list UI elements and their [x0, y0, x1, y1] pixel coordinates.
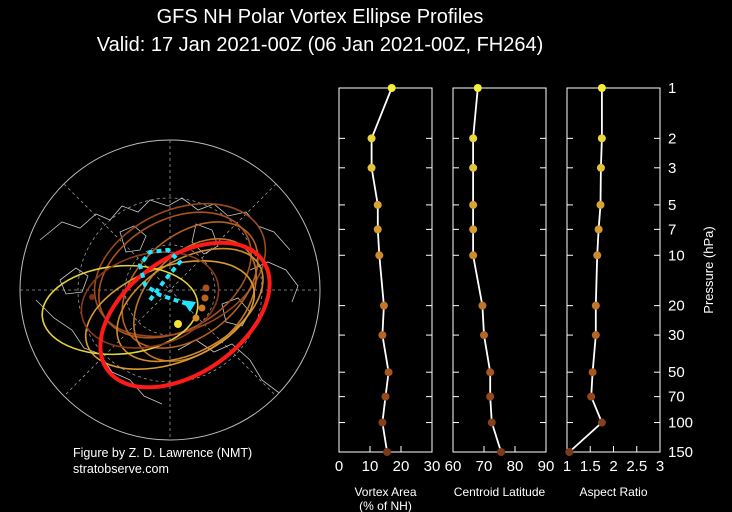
profile-point	[591, 331, 600, 340]
x-tick-label: 1	[563, 458, 571, 475]
profile-point	[593, 251, 602, 260]
x-tick-label: 60	[445, 458, 462, 475]
x-tick-label: 3	[656, 458, 664, 475]
y-tick-label: 30	[668, 327, 685, 344]
credit-website: stratobserve.com	[73, 462, 169, 476]
highlight-ellipse	[98, 240, 272, 390]
y-tick-label: 20	[668, 298, 685, 315]
profile-line	[370, 87, 393, 453]
chart-subtitle: Valid: 17 Jan 2021-00Z (06 Jan 2021-00Z,…	[96, 34, 544, 56]
profile-line	[472, 87, 502, 453]
profile-point	[565, 448, 574, 456]
profile-point	[373, 225, 382, 234]
y-tick-label: 100	[668, 415, 693, 432]
credit-author: Figure by Z. D. Lawrence (NMT)	[73, 446, 253, 460]
x-tick-label: 0	[335, 458, 343, 475]
profile-panels: 0 10 20 30 Vortex Area(% of NH) 60 70 80 90 Centr…	[335, 80, 716, 512]
y-tick-label: 150	[668, 444, 693, 461]
y-tick-label: 10	[668, 247, 685, 264]
profile-point	[497, 448, 506, 456]
profile-point	[367, 134, 376, 143]
profile-point	[378, 331, 387, 340]
profile-line	[568, 88, 603, 453]
y-tick-label: 5	[668, 197, 676, 214]
x-tick-label: 30	[424, 458, 441, 475]
profile-panel-2: 60 70 80 90 Centroid Latitude	[445, 84, 555, 499]
profile-point	[480, 331, 488, 340]
profile-point	[591, 301, 600, 310]
chart-title: GFS NH Polar Vortex Ellipse Profiles	[156, 6, 484, 28]
profile-point	[381, 392, 390, 401]
x-tick-label: 1.5	[580, 458, 601, 475]
x-tick-label: 70	[476, 458, 493, 475]
profile-point	[597, 134, 606, 143]
profile-point	[594, 225, 603, 234]
profile-point	[588, 368, 597, 377]
x-tick-label: 10	[362, 458, 379, 475]
y-tick-label: 1	[668, 80, 676, 97]
x-axis-label: Vortex Area	[354, 485, 416, 499]
profile-point	[469, 163, 478, 172]
x-tick-label: 90	[538, 458, 555, 475]
profile-point	[469, 200, 478, 209]
profile-point	[469, 225, 478, 234]
centroid-track	[89, 247, 210, 328]
y-tick-label: 2	[668, 130, 676, 147]
panel-frame	[452, 87, 547, 453]
profile-point	[367, 163, 376, 172]
profile-panel-3: 1 1.5 2 2.5 3 Aspect Ratio 1 2 3 5 7 10 20 30 50 70 100 1…	[563, 80, 716, 499]
x-axis-label: Centroid Latitude	[454, 485, 546, 499]
x-tick-label: 2.5	[626, 458, 647, 475]
profile-point	[383, 448, 392, 456]
profile-point	[596, 200, 605, 209]
x-tick-label: 80	[507, 458, 524, 475]
panel-frame	[566, 87, 661, 453]
profile-point	[597, 418, 606, 427]
profile-point	[596, 163, 605, 172]
profile-point	[387, 84, 396, 92]
map-grid	[20, 140, 320, 440]
profile-point	[379, 301, 388, 310]
y-tick-label: 3	[668, 160, 676, 177]
polar-map	[19, 139, 321, 441]
profile-point	[478, 301, 487, 310]
profile-point	[469, 134, 478, 143]
profile-point	[378, 418, 387, 427]
y-axis-label: Pressure (hPa)	[701, 226, 716, 313]
y-tick-label: 50	[668, 364, 685, 381]
profile-point	[469, 251, 478, 260]
profile-point	[587, 392, 596, 401]
y-tick-label: 7	[668, 221, 676, 238]
profile-point	[486, 392, 495, 401]
vortex-ellipses	[41, 202, 272, 390]
profile-point	[473, 84, 482, 92]
profile-point	[597, 84, 606, 92]
profile-panel-1: 0 10 20 30 Vortex Area(% of NH)	[335, 84, 441, 512]
x-tick-label: 20	[393, 458, 410, 475]
x-tick-label: 2	[609, 458, 617, 475]
profile-point	[487, 418, 496, 427]
profile-point	[486, 368, 495, 377]
x-axis-label: Aspect Ratio	[579, 485, 647, 499]
y-tick-label: 70	[668, 389, 685, 406]
profile-point	[375, 251, 384, 260]
profile-point	[384, 368, 393, 377]
profile-point	[373, 200, 382, 209]
x-axis-label-line2: (% of NH)	[359, 499, 412, 512]
